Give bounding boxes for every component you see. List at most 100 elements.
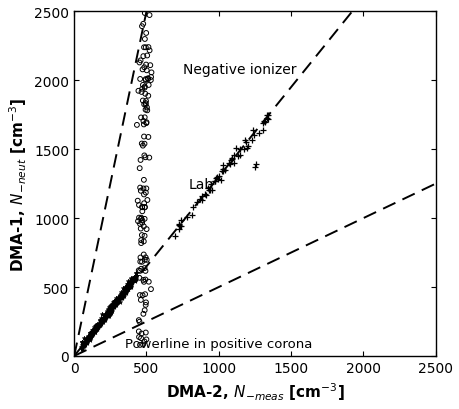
- Point: [109, 302, 116, 309]
- Point: [94, 322, 101, 328]
- Point: [90, 329, 97, 335]
- Point: [101, 315, 108, 322]
- Point: [104, 309, 111, 316]
- Point: [110, 299, 118, 306]
- Point: [111, 299, 118, 305]
- Point: [106, 304, 113, 311]
- Point: [123, 281, 130, 288]
- Point: [116, 294, 123, 300]
- Point: [93, 325, 101, 331]
- Point: [78, 344, 85, 350]
- Point: [104, 313, 112, 319]
- Point: [110, 299, 117, 306]
- Point: [102, 314, 109, 321]
- Point: [240, 146, 247, 153]
- Point: [93, 324, 101, 331]
- Point: [94, 321, 101, 327]
- Point: [137, 188, 144, 195]
- Point: [218, 168, 225, 175]
- Point: [196, 196, 204, 203]
- Point: [88, 331, 95, 337]
- Point: [133, 122, 140, 129]
- Point: [115, 296, 122, 302]
- Point: [94, 321, 101, 328]
- Point: [136, 221, 143, 227]
- Point: [104, 306, 112, 312]
- Point: [207, 182, 214, 188]
- Point: [143, 257, 150, 263]
- Point: [140, 85, 148, 92]
- Point: [124, 281, 132, 288]
- Point: [100, 315, 107, 322]
- Point: [121, 287, 128, 293]
- Point: [120, 289, 127, 295]
- Point: [103, 312, 110, 318]
- Point: [120, 290, 127, 296]
- Point: [84, 337, 91, 344]
- Point: [120, 289, 127, 295]
- Point: [87, 333, 95, 339]
- Point: [141, 11, 148, 17]
- Point: [78, 339, 85, 345]
- Point: [137, 335, 145, 342]
- Point: [219, 168, 226, 175]
- Point: [132, 273, 139, 279]
- Point: [140, 311, 147, 317]
- Point: [88, 331, 95, 338]
- Point: [126, 282, 134, 289]
- Point: [85, 333, 92, 340]
- Point: [90, 327, 97, 334]
- Point: [219, 166, 227, 173]
- Point: [140, 186, 147, 192]
- Point: [129, 275, 137, 282]
- Point: [127, 281, 134, 288]
- Point: [138, 218, 146, 224]
- Text: Lab: Lab: [188, 177, 213, 191]
- Point: [136, 254, 144, 261]
- Point: [123, 283, 131, 289]
- Point: [99, 318, 106, 325]
- Point: [177, 224, 185, 230]
- Point: [248, 138, 255, 144]
- Point: [102, 313, 110, 320]
- Point: [80, 335, 87, 342]
- Point: [132, 270, 139, 277]
- Point: [88, 327, 95, 334]
- Point: [118, 295, 125, 301]
- Point: [127, 284, 134, 290]
- Point: [118, 294, 125, 301]
- Point: [111, 303, 118, 310]
- Point: [242, 139, 249, 146]
- Point: [140, 338, 148, 345]
- Point: [95, 322, 103, 329]
- Point: [84, 335, 92, 342]
- Point: [147, 286, 154, 293]
- Point: [90, 330, 97, 337]
- Point: [96, 322, 104, 328]
- Point: [96, 322, 104, 328]
- Point: [93, 324, 101, 330]
- Point: [97, 318, 104, 324]
- Point: [140, 177, 147, 184]
- Point: [88, 329, 95, 335]
- Point: [84, 333, 92, 339]
- Point: [135, 202, 142, 209]
- Point: [92, 326, 99, 332]
- Point: [112, 298, 120, 305]
- Point: [143, 226, 150, 233]
- Point: [137, 226, 144, 232]
- Point: [111, 301, 118, 307]
- Point: [129, 275, 136, 281]
- Point: [137, 58, 144, 65]
- Point: [140, 265, 148, 272]
- Point: [108, 304, 116, 311]
- Point: [132, 270, 140, 277]
- Point: [78, 339, 86, 346]
- Point: [136, 185, 144, 191]
- Point: [140, 200, 147, 207]
- Point: [118, 291, 125, 297]
- Point: [81, 339, 89, 346]
- Point: [92, 326, 99, 332]
- Point: [128, 279, 135, 286]
- Point: [95, 322, 103, 328]
